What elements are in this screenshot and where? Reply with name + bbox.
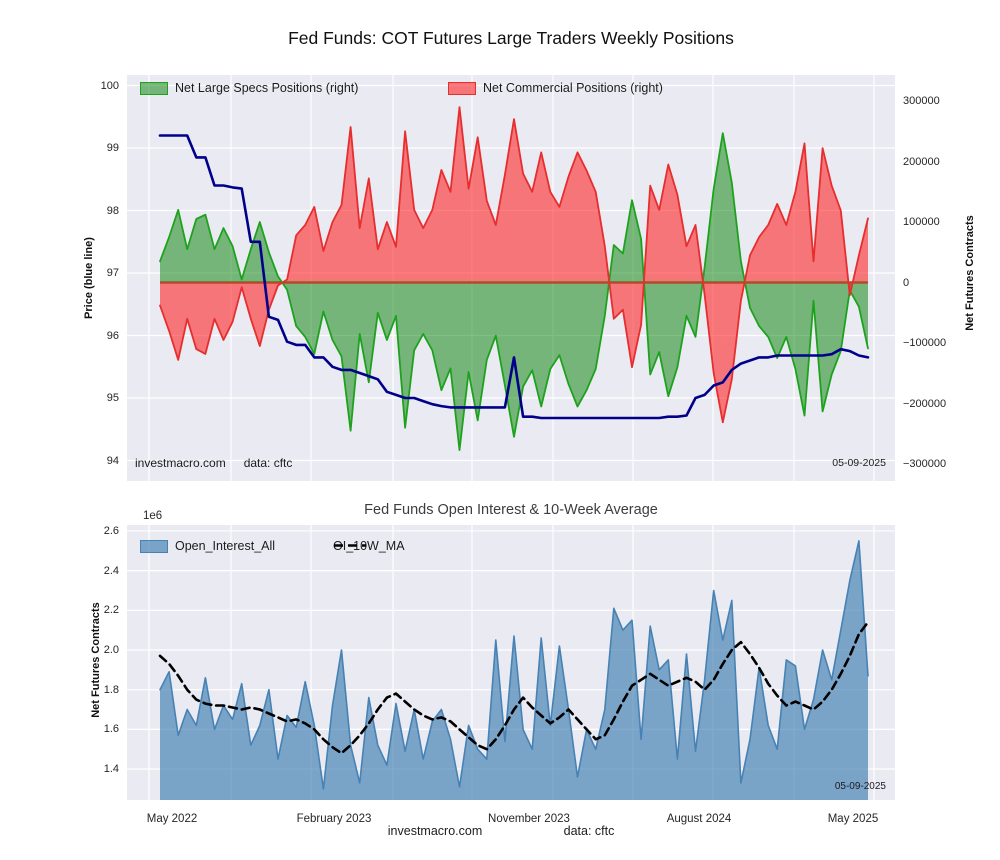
contracts-y-tick-label: 200000 (903, 155, 940, 168)
price-y-tick-label: 100 (100, 79, 119, 92)
price-y-tick-label: 99 (106, 142, 119, 154)
contracts-y-tick-label: 100000 (903, 216, 940, 228)
contracts-y-tick-label: −100000 (903, 337, 947, 349)
watermark-site: investmacro.com (135, 456, 226, 470)
top-legend-item-commercials: Net Commercial Positions (right) (448, 81, 663, 95)
ma-dashed-line (158, 620, 870, 755)
footer-site-text: investmacro.com (387, 824, 483, 838)
commercials-legend-swatch (448, 81, 476, 95)
oi-y-tick-label: 1.8 (103, 683, 119, 696)
price-y-tick-label: 94 (106, 454, 119, 467)
commercials-legend-label: Net Commercial Positions (right) (483, 81, 663, 95)
bottom-chart-plot-area: Open_Interest_All OI_10W_MA 05-09-2025 (127, 525, 895, 800)
commercials-area-fill (160, 107, 868, 423)
oi-y-tick-label: 2.4 (103, 564, 119, 577)
bottom-chart-date: 05-09-2025 (834, 781, 886, 792)
footer-source-text: data: cftc (563, 824, 615, 838)
bottom-chart-title: Fed Funds Open Interest & 10-Week Averag… (364, 502, 658, 518)
contracts-y-tick-label: 300000 (903, 95, 940, 107)
price-y-tick-label: 96 (106, 329, 119, 342)
open-interest-area-fill (160, 540, 868, 800)
commercials-boundary-line (159, 106, 869, 424)
contracts-y-tick-label: −300000 (903, 458, 947, 470)
oi-y-tick-label: 2.0 (103, 643, 119, 656)
specs-boundary-line (159, 132, 869, 451)
bottom-legend-item-ma: OI_10W_MA (333, 539, 405, 553)
contracts-y-tick-label: 0 (903, 276, 910, 289)
oi-y-tick-label: 1.4 (103, 763, 119, 776)
x-tick-label: November 2023 (488, 813, 570, 825)
price-y-tick-label: 98 (106, 204, 119, 217)
oi-y-tick-label: 2.2 (103, 604, 119, 617)
top-legend-item-specs: Net Large Specs Positions (right) (140, 81, 358, 95)
watermark-source: data: cftc (243, 456, 293, 470)
x-tick-label: February 2023 (296, 813, 372, 825)
top-chart-plot-area: Net Large Specs Positions (right) Net Co… (127, 75, 895, 481)
ma-legend-label: OI_10W_MA (333, 539, 405, 553)
open-interest-legend-label: Open_Interest_All (175, 539, 276, 553)
ma-legend-dash-sample (334, 544, 366, 547)
x-tick-label: May 2022 (146, 813, 198, 825)
oi-y-tick-label: 2.6 (103, 524, 119, 537)
x-tick-label: August 2024 (666, 813, 732, 825)
specs-legend-label: Net Large Specs Positions (right) (175, 81, 359, 95)
open-interest-legend-swatch (140, 539, 168, 553)
bottom-legend-item-open-interest: Open_Interest_All (140, 539, 275, 553)
main-chart-title: Fed Funds: COT Futures Large Traders Wee… (288, 28, 734, 48)
specs-area-fill (160, 133, 868, 451)
open-interest-boundary-line (159, 540, 869, 790)
top-right-axis-label: Net Futures Contracts (964, 215, 976, 331)
top-chart-date: 05-09-2025 (832, 457, 886, 469)
price-y-tick-label: 97 (106, 267, 119, 279)
y-axis-offset-label: 1e6 (143, 510, 163, 522)
x-tick-label: May 2025 (827, 813, 879, 825)
bottom-chart-svg (127, 525, 895, 800)
oi-y-tick-label: 1.6 (103, 723, 119, 736)
specs-legend-swatch (140, 81, 168, 95)
price-y-tick-label: 95 (106, 392, 119, 404)
top-chart-svg (127, 75, 895, 481)
price-line (158, 134, 870, 420)
contracts-y-tick-label: −200000 (903, 397, 947, 410)
top-chart-watermark: investmacro.com data: cftc (135, 456, 292, 470)
